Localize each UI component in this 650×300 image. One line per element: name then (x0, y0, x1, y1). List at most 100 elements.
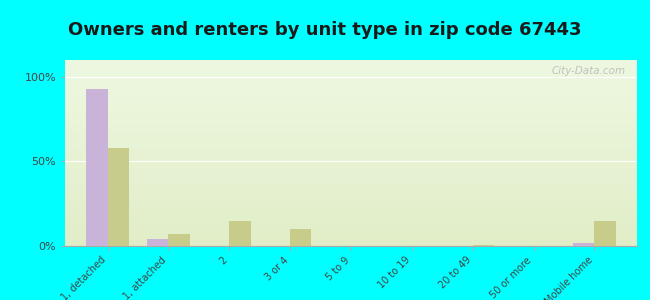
Bar (65, 211, 637, 212)
Bar (65, 119, 637, 122)
Bar (65, 194, 637, 196)
Bar (147, 239, 168, 246)
Bar (65, 184, 637, 187)
Bar (65, 164, 637, 166)
Bar (65, 71, 637, 73)
Bar (108, 148, 129, 246)
Bar (65, 62, 637, 64)
Bar (229, 220, 251, 246)
Text: City-Data.com: City-Data.com (551, 66, 625, 76)
Bar (168, 234, 190, 246)
Bar (65, 90, 637, 92)
Bar (65, 92, 637, 94)
Bar (65, 147, 637, 149)
Bar (65, 170, 637, 172)
Bar (65, 196, 637, 198)
Bar (65, 214, 637, 216)
Bar (65, 84, 637, 86)
Bar (65, 99, 637, 101)
Bar (65, 138, 637, 140)
Bar (473, 245, 494, 246)
Bar (573, 243, 594, 246)
Bar (65, 205, 637, 207)
Bar (65, 240, 637, 242)
Bar (65, 200, 637, 201)
Bar (65, 179, 637, 181)
Bar (65, 201, 637, 203)
Bar (65, 101, 637, 103)
Bar (65, 218, 637, 220)
Bar (65, 220, 637, 222)
Bar (65, 207, 637, 209)
Bar (65, 173, 637, 175)
Text: Owners and renters by unit type in zip code 67443: Owners and renters by unit type in zip c… (68, 21, 582, 39)
Bar (65, 127, 637, 129)
Bar (65, 86, 637, 88)
Bar (65, 224, 637, 226)
Bar (65, 153, 637, 155)
Bar (65, 222, 637, 224)
Bar (65, 131, 637, 133)
Bar (290, 229, 311, 246)
Bar (594, 220, 616, 246)
Bar (65, 97, 637, 99)
Bar (65, 188, 637, 190)
Bar (65, 242, 637, 244)
Bar (65, 88, 637, 90)
Bar (65, 227, 637, 229)
Bar (65, 146, 637, 147)
Bar (86, 89, 108, 246)
Bar (65, 142, 637, 144)
Bar (65, 216, 637, 218)
Bar (65, 122, 637, 123)
Bar (65, 231, 637, 233)
Bar (65, 116, 637, 118)
Bar (65, 235, 637, 237)
Bar (65, 123, 637, 125)
Bar (65, 151, 637, 153)
Bar (65, 129, 637, 131)
Bar (65, 136, 637, 138)
Bar (65, 134, 637, 136)
Bar (65, 73, 637, 75)
Bar (65, 238, 637, 240)
Bar (65, 192, 637, 194)
Bar (65, 172, 637, 173)
Bar (65, 155, 637, 157)
Bar (65, 175, 637, 177)
Bar (65, 108, 637, 110)
Bar (65, 149, 637, 151)
Bar (65, 160, 637, 162)
Bar (65, 157, 637, 159)
Bar (65, 209, 637, 211)
Bar (65, 177, 637, 179)
Bar (65, 69, 637, 71)
Bar (65, 159, 637, 161)
Bar (65, 66, 637, 68)
Bar (65, 203, 637, 205)
Bar (65, 64, 637, 66)
Bar (65, 105, 637, 106)
Bar (65, 110, 637, 112)
Bar (65, 237, 637, 239)
Bar (65, 60, 637, 62)
Bar (65, 187, 637, 188)
Bar (65, 229, 637, 231)
Bar (65, 95, 637, 97)
Bar (65, 212, 637, 214)
Bar (65, 133, 637, 134)
Bar (65, 106, 637, 108)
Bar (65, 226, 637, 227)
Bar (65, 162, 637, 164)
Bar (65, 103, 637, 105)
Bar (65, 125, 637, 127)
Bar (65, 68, 637, 69)
Bar (65, 168, 637, 170)
Bar (65, 112, 637, 114)
Bar (65, 140, 637, 142)
Bar (65, 181, 637, 183)
Bar (65, 190, 637, 192)
Bar (65, 82, 637, 84)
Bar (65, 144, 637, 146)
Bar (65, 118, 637, 119)
